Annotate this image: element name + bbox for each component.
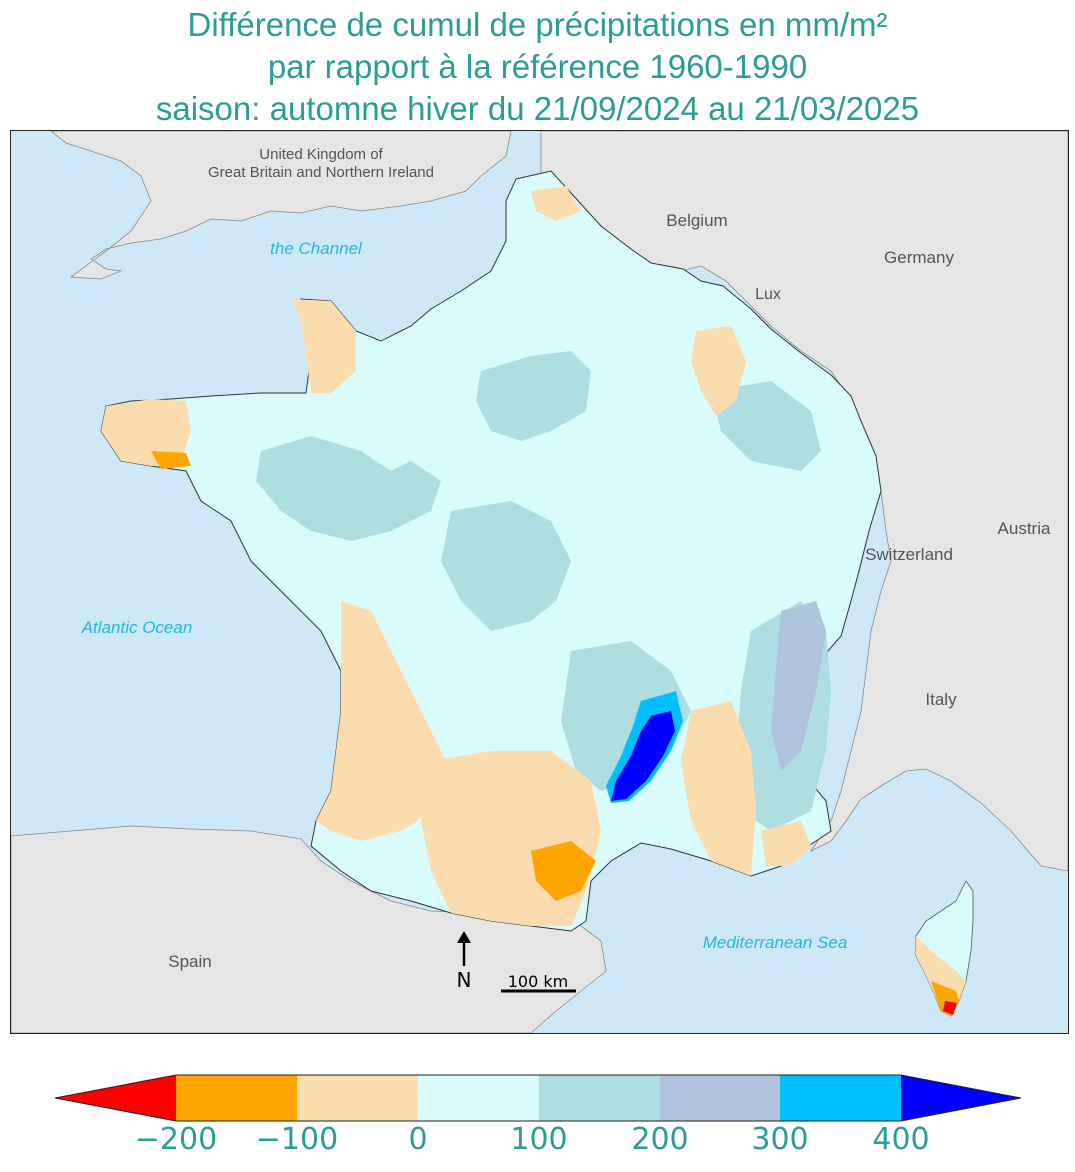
colorbar-bin-2 bbox=[297, 1075, 418, 1121]
colorbar-below-min bbox=[55, 1075, 176, 1121]
label-belgium: Belgium bbox=[666, 211, 727, 230]
title-line-1: Différence de cumul de précipitations en… bbox=[187, 6, 888, 43]
title-line-3: saison: automne hiver du 21/09/2024 au 2… bbox=[155, 90, 920, 127]
colorbar-tick: −100 bbox=[255, 1122, 339, 1157]
uk-landmass bbox=[50, 131, 512, 280]
colorbar-tick: 400 bbox=[872, 1122, 930, 1157]
wet-zone-east bbox=[711, 381, 821, 471]
colorbar-tick: −200 bbox=[134, 1122, 218, 1157]
colorbar-bin-1 bbox=[176, 1075, 297, 1121]
corsica-extreme-dry-zone bbox=[943, 1001, 957, 1015]
dry-zone-brittany-west bbox=[101, 399, 191, 466]
label-austria: Austria bbox=[998, 519, 1051, 538]
dry-zone-atlantic bbox=[316, 601, 451, 841]
label-uk-line1: United Kingdom of bbox=[259, 146, 383, 163]
dry-zone-southwest bbox=[421, 751, 601, 926]
dry-zone-north-coast bbox=[531, 186, 581, 221]
colorbar-bin-3 bbox=[418, 1075, 539, 1121]
colorbar-tick: 200 bbox=[631, 1122, 689, 1157]
title-line-2: par rapport à la référence 1960-1990 bbox=[267, 48, 808, 85]
north-arrow: N bbox=[457, 931, 472, 992]
label-lux: Lux bbox=[755, 286, 781, 303]
wet-zone-center bbox=[441, 501, 571, 631]
scale-bar: 100 km bbox=[501, 972, 576, 993]
colorbar-above-max bbox=[901, 1075, 1021, 1121]
dry-zone-provence bbox=[681, 701, 756, 876]
label-mediterranean: Mediterranean Sea bbox=[703, 933, 848, 952]
colorbar-tick: 100 bbox=[510, 1122, 568, 1157]
dry-zone-brittany-strong bbox=[151, 451, 191, 469]
colorbar-bin-4 bbox=[539, 1075, 660, 1121]
precipitation-map: United Kingdom of Great Britain and Nort… bbox=[10, 130, 1069, 1034]
label-uk-line2: Great Britain and Northern Ireland bbox=[208, 164, 434, 181]
map-title: Différence de cumul de précipitations en… bbox=[0, 4, 1075, 130]
wet-zone-north bbox=[476, 351, 591, 441]
label-channel: the Channel bbox=[270, 239, 363, 258]
wet-zone-brittany-loire bbox=[256, 436, 441, 541]
label-switzerland: Switzerland bbox=[865, 545, 953, 564]
colorbar-legend bbox=[54, 1074, 1022, 1122]
continent-east bbox=[540, 131, 1068, 872]
wet-zone-alps-strong bbox=[771, 601, 826, 771]
colorbar-outline bbox=[54, 1074, 1022, 1122]
north-label: N bbox=[457, 968, 472, 992]
label-atlantic: Atlantic Ocean bbox=[81, 618, 193, 637]
label-spain: Spain bbox=[168, 952, 211, 971]
colorbar-bin-5 bbox=[660, 1075, 780, 1121]
dry-zone-roussillon bbox=[531, 841, 596, 901]
dry-zone-lorraine bbox=[691, 326, 746, 416]
colorbar-bin-6 bbox=[780, 1075, 901, 1121]
dry-zone-cotentin bbox=[291, 299, 356, 393]
wet-zone-cevennes-extreme bbox=[611, 711, 675, 801]
colorbar-tick: 0 bbox=[408, 1122, 428, 1157]
label-italy: Italy bbox=[925, 690, 957, 709]
label-germany: Germany bbox=[884, 248, 954, 267]
colorbar-tick: 300 bbox=[751, 1122, 809, 1157]
dry-zone-cote-azur bbox=[761, 821, 811, 866]
scale-label: 100 km bbox=[508, 972, 568, 991]
